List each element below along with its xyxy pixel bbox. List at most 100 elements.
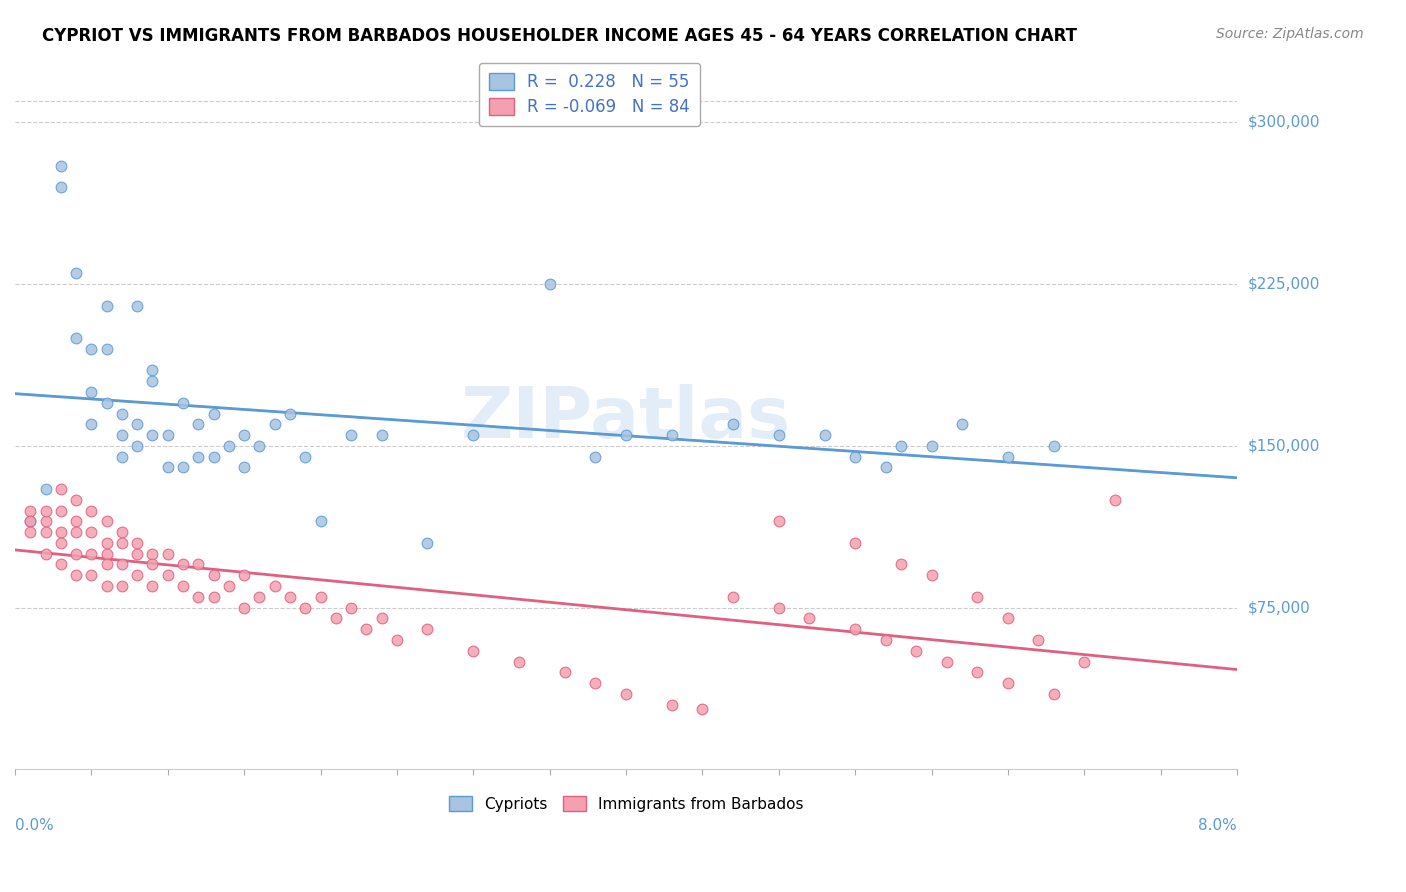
Point (202, 568, 225, 582)
Legend: Cypriots, Immigrants from Barbados: Cypriots, Immigrants from Barbados (443, 789, 810, 818)
Point (96, 299, 118, 313)
Point (65, 492, 87, 507)
Point (233, 568, 256, 582)
Point (172, 558, 194, 572)
Point (141, 547, 163, 561)
Point (385, 632, 408, 647)
Point (814, 428, 837, 442)
Point (111, 450, 134, 464)
Point (890, 439, 912, 453)
Point (34, 503, 56, 517)
Point (202, 590, 225, 604)
Point (141, 363, 163, 377)
Point (721, 590, 744, 604)
Point (187, 417, 209, 432)
Point (49, 482, 72, 496)
Point (538, 277, 561, 292)
Point (172, 460, 194, 475)
Point (127, 417, 149, 432)
Point (921, 439, 943, 453)
Point (890, 558, 912, 572)
Point (141, 579, 163, 593)
Point (614, 687, 637, 701)
Point (966, 590, 988, 604)
Point (340, 428, 363, 442)
Point (96, 536, 118, 550)
Text: ZIPatlas: ZIPatlas (461, 384, 792, 453)
Point (614, 428, 637, 442)
Point (768, 428, 790, 442)
Point (20, 525, 42, 540)
Point (340, 600, 363, 615)
Point (111, 525, 134, 540)
Point (96, 547, 118, 561)
Point (172, 579, 194, 593)
Point (156, 547, 179, 561)
Text: $300,000: $300,000 (1249, 115, 1320, 130)
Point (80, 384, 103, 399)
Point (127, 536, 149, 550)
Point (111, 407, 134, 421)
Text: $150,000: $150,000 (1249, 438, 1320, 453)
Point (80, 547, 103, 561)
Point (768, 514, 790, 528)
Point (309, 514, 332, 528)
Point (141, 374, 163, 388)
Point (127, 547, 149, 561)
Point (65, 568, 87, 582)
Point (1073, 655, 1095, 669)
Point (49, 159, 72, 173)
Point (96, 514, 118, 528)
Point (34, 514, 56, 528)
Point (80, 342, 103, 356)
Point (585, 450, 607, 464)
Point (249, 439, 271, 453)
Point (111, 579, 134, 593)
Point (233, 460, 256, 475)
Point (585, 676, 607, 690)
Point (370, 611, 392, 625)
Point (905, 644, 928, 658)
Point (20, 514, 42, 528)
Point (80, 525, 103, 540)
Point (187, 590, 209, 604)
Point (127, 568, 149, 582)
Point (20, 503, 42, 517)
Point (661, 428, 683, 442)
Point (661, 698, 683, 712)
Point (950, 417, 973, 432)
Point (34, 525, 56, 540)
Point (111, 428, 134, 442)
Point (80, 568, 103, 582)
Point (65, 547, 87, 561)
Point (692, 702, 714, 716)
Point (356, 622, 378, 636)
Point (370, 428, 392, 442)
Point (768, 600, 790, 615)
Point (997, 676, 1019, 690)
Point (49, 525, 72, 540)
Point (96, 396, 118, 410)
Point (1042, 439, 1064, 453)
Text: Source: ZipAtlas.com: Source: ZipAtlas.com (1216, 27, 1364, 41)
Point (65, 514, 87, 528)
Point (96, 342, 118, 356)
Point (156, 460, 179, 475)
Point (111, 558, 134, 572)
Point (721, 417, 744, 432)
Point (218, 439, 240, 453)
Point (187, 558, 209, 572)
Point (96, 579, 118, 593)
Point (65, 525, 87, 540)
Point (278, 407, 301, 421)
Point (554, 665, 576, 680)
Point (263, 579, 285, 593)
Point (966, 665, 988, 680)
Point (416, 622, 439, 636)
Point (463, 428, 485, 442)
Point (156, 568, 179, 582)
Point (172, 396, 194, 410)
Text: $225,000: $225,000 (1249, 277, 1320, 292)
Point (127, 439, 149, 453)
Point (156, 428, 179, 442)
